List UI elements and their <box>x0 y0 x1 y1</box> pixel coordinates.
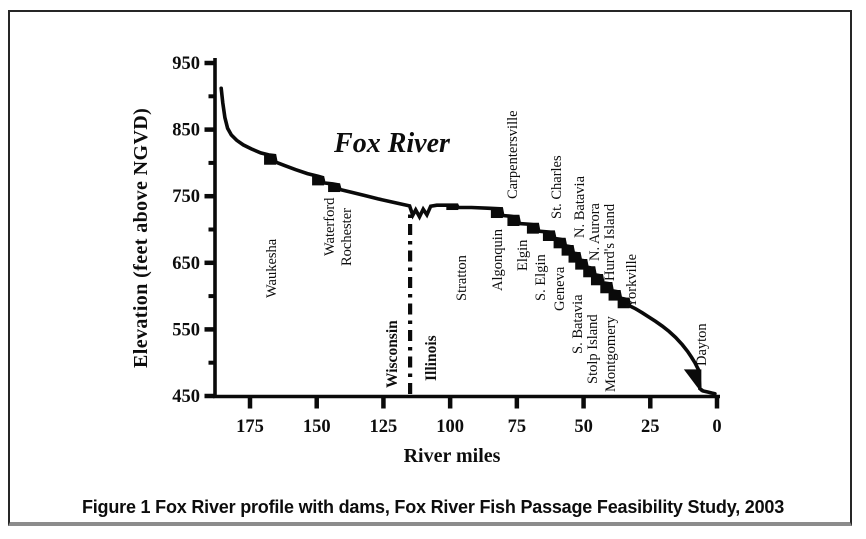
dam-marker <box>328 183 341 193</box>
dam-label: Montgomery <box>603 316 619 392</box>
x-tick-label: 125 <box>370 417 398 437</box>
dam-marker <box>312 176 325 186</box>
y-tick-label: 450 <box>172 387 200 407</box>
y-tick-label: 650 <box>172 254 200 274</box>
y-axis-title: Elevation (feet above NGVD) <box>130 108 152 368</box>
dam-label: Dayton <box>694 323 710 366</box>
dam-label: S. Elgin <box>533 254 549 301</box>
dam-label: N. Aurora <box>587 202 603 261</box>
dam-marker <box>600 282 613 294</box>
x-tick-label: 25 <box>641 417 660 437</box>
dam-label: Elgin <box>515 239 531 271</box>
dam-marker <box>617 297 630 309</box>
dam-label: N. Batavia <box>572 175 588 238</box>
dam-marker <box>683 369 702 393</box>
dam-marker <box>264 154 277 165</box>
dam-marker <box>590 274 603 286</box>
dam-marker <box>526 223 539 234</box>
dam-label: Rochester <box>339 208 355 266</box>
dam-label: St. Charles <box>549 155 565 219</box>
x-tick-label: 0 <box>712 417 721 437</box>
dam-label: Stratton <box>454 254 470 301</box>
dam-marker <box>542 230 555 241</box>
x-tick-label: 175 <box>236 417 264 437</box>
x-tick-label: 100 <box>436 417 464 437</box>
state-label-illinois: Illinois <box>423 335 440 381</box>
x-axis-title: River miles <box>404 445 501 467</box>
river-profile-line <box>219 86 717 396</box>
x-tick-label: 75 <box>508 417 527 437</box>
dam-label: Hurd's Island <box>602 203 618 281</box>
x-tick-label: 150 <box>303 417 331 437</box>
dam-label: Yorkville <box>624 254 640 308</box>
dam-marker <box>575 259 588 270</box>
dam-label: Waukesha <box>264 238 280 298</box>
dam-marker <box>568 252 581 263</box>
chart-title: Fox River <box>333 128 451 159</box>
dam-label: Waterford <box>322 197 338 256</box>
x-tick-label: 50 <box>574 417 593 437</box>
y-tick-label: 850 <box>172 121 200 141</box>
dam-marker <box>553 237 566 249</box>
figure-caption: Figure 1 Fox River profile with dams, Fo… <box>81 497 785 517</box>
dam-label: Algonquin <box>490 228 506 291</box>
dam-marker <box>446 203 459 211</box>
dam-label: Geneva <box>552 266 568 311</box>
y-tick-label: 750 <box>172 187 200 207</box>
dam-label: Stolp Island <box>585 314 601 384</box>
dam-label: Carpentersville <box>505 110 521 199</box>
y-tick-label: 550 <box>172 320 200 340</box>
y-tick-label: 950 <box>172 54 200 74</box>
figure-border <box>8 10 852 526</box>
state-label-wisconsin: Wisconsin <box>384 320 401 388</box>
dam-marker <box>507 215 520 227</box>
dam-marker <box>608 290 621 301</box>
dam-marker <box>583 266 596 278</box>
dam-marker <box>490 207 503 219</box>
dam-marker <box>561 245 574 256</box>
dam-label: S. Batavia <box>570 294 586 354</box>
